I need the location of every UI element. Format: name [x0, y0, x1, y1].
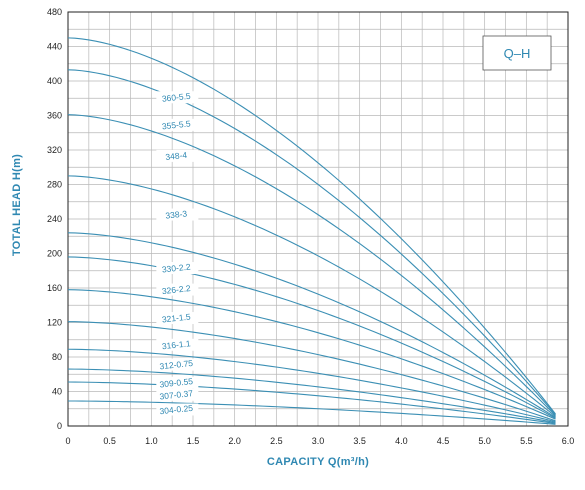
series-label-bg — [156, 338, 199, 351]
series-label-bg — [156, 312, 199, 325]
series-label-bg — [156, 118, 199, 131]
series-curve-348-4 — [67, 114, 556, 417]
series-curve-326-2.2 — [67, 256, 556, 419]
y-tick-label: 200 — [47, 249, 62, 259]
y-tick-label: 120 — [47, 318, 62, 328]
series-label-bg — [156, 91, 199, 104]
x-tick-label: 5.5 — [520, 436, 533, 446]
y-tick-label: 0 — [57, 421, 62, 431]
series-curve-360-5.5 — [67, 37, 556, 415]
x-tick-label: 1.5 — [187, 436, 200, 446]
x-tick-label: 0.5 — [103, 436, 116, 446]
y-tick-label: 280 — [47, 180, 62, 190]
series-label: 355-5.5 — [161, 118, 191, 131]
series-curve-316-1.1 — [67, 321, 556, 422]
series-label-bg — [156, 283, 199, 296]
series-label: 304-0.25 — [159, 403, 194, 416]
y-tick-label: 320 — [47, 145, 62, 155]
y-tick-label: 440 — [47, 42, 62, 52]
y-tick-label: 480 — [47, 7, 62, 17]
x-tick-label: 5.0 — [478, 436, 491, 446]
x-tick-label: 0 — [65, 436, 70, 446]
series-label-bg — [156, 149, 199, 162]
series-label: 309-0.55 — [159, 376, 194, 389]
series-label: 330-2.2 — [161, 262, 191, 275]
series-label: 316-1.1 — [161, 338, 191, 351]
series-label: 360-5.5 — [161, 91, 191, 104]
y-tick-label: 80 — [52, 352, 62, 362]
y-tick-label: 240 — [47, 214, 62, 224]
curve-layer — [67, 37, 556, 425]
series-label: 312-0.75 — [159, 358, 194, 371]
series-label-bg — [156, 388, 199, 401]
plot-border — [67, 11, 569, 427]
series-curve-309-0.55 — [67, 368, 556, 424]
tick-layer: 0 40 80 120 160 200 240 280 320 360 400 440 480 0 0.5 1… — [47, 7, 574, 446]
series-label: 321-1.5 — [161, 312, 191, 325]
series-label: 326-2.2 — [161, 283, 191, 296]
series-curve-304-0.25 — [67, 400, 556, 425]
x-tick-label: 4.0 — [395, 436, 408, 446]
x-axis-title: CAPACITY Q(m³/h) — [267, 456, 369, 468]
series-label-bg — [156, 403, 199, 416]
x-tick-label: 4.5 — [437, 436, 450, 446]
x-tick-label: 3.0 — [312, 436, 325, 446]
y-tick-label: 160 — [47, 283, 62, 293]
grid-layer — [67, 11, 569, 427]
y-tick-label: 400 — [47, 76, 62, 86]
label-layer: 360-5.5 355-5.5 348-4 338-3 330-2.2 326-2.2 32… — [156, 91, 199, 416]
y-tick-label: 40 — [52, 387, 62, 397]
y-axis-title: TOTAL HEAD H(m) — [11, 154, 23, 256]
x-tick-label: 1.0 — [145, 436, 158, 446]
series-label-bg — [156, 358, 199, 371]
series-curve-312-0.75 — [67, 348, 556, 423]
series-curve-307-0.37 — [67, 381, 556, 424]
legend-box: Q–H — [482, 35, 552, 71]
y-tick-label: 360 — [47, 111, 62, 121]
x-tick-label: 2.0 — [228, 436, 241, 446]
series-curve-338-3 — [67, 175, 556, 417]
series-curve-355-5.5 — [67, 69, 556, 416]
series-curve-330-2.2 — [67, 232, 556, 418]
x-tick-label: 6.0 — [562, 436, 575, 446]
x-tick-label: 3.5 — [353, 436, 366, 446]
series-label: 307-0.37 — [159, 388, 194, 401]
series-label-bg — [156, 376, 199, 389]
series-curve-321-1.5 — [67, 289, 556, 420]
series-label: 338-3 — [165, 208, 188, 220]
series-label-bg — [156, 208, 199, 221]
series-label: 348-4 — [165, 150, 188, 162]
series-label-bg — [156, 262, 199, 275]
legend-label: Q–H — [504, 46, 531, 61]
x-tick-label: 2.5 — [270, 436, 283, 446]
